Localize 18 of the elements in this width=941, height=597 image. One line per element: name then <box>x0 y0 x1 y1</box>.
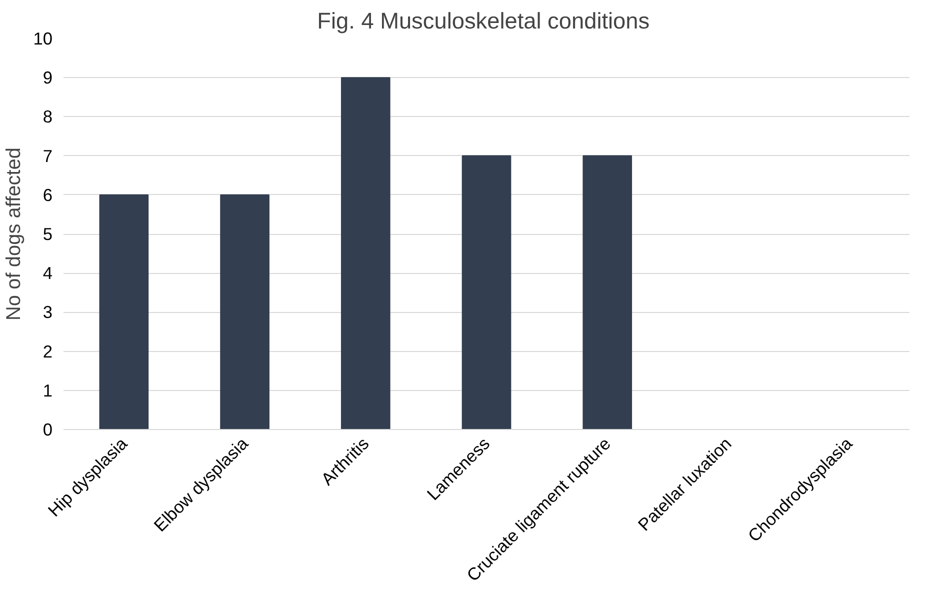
y-tick-label: 4 <box>42 263 53 284</box>
bar <box>340 77 390 430</box>
y-tick-label: 6 <box>42 184 53 205</box>
y-tick-label: 8 <box>42 106 53 127</box>
y-tick-label: 7 <box>42 146 53 166</box>
y-tick-label: 0 <box>42 420 53 440</box>
y-tick-label: 1 <box>42 380 53 400</box>
y-axis-title: No of dogs affected <box>3 147 26 321</box>
y-tick-label: 5 <box>42 224 53 244</box>
bar <box>99 194 149 430</box>
bar <box>582 155 632 430</box>
bar <box>462 155 512 430</box>
y-tick-label: 9 <box>42 68 53 88</box>
bar <box>220 194 270 430</box>
chart-title: Fig. 4 Musculoskeletal conditions <box>317 8 650 34</box>
y-tick-label: 3 <box>42 302 53 322</box>
y-tick-label: 10 <box>33 28 53 48</box>
y-tick-label: 2 <box>42 341 53 362</box>
